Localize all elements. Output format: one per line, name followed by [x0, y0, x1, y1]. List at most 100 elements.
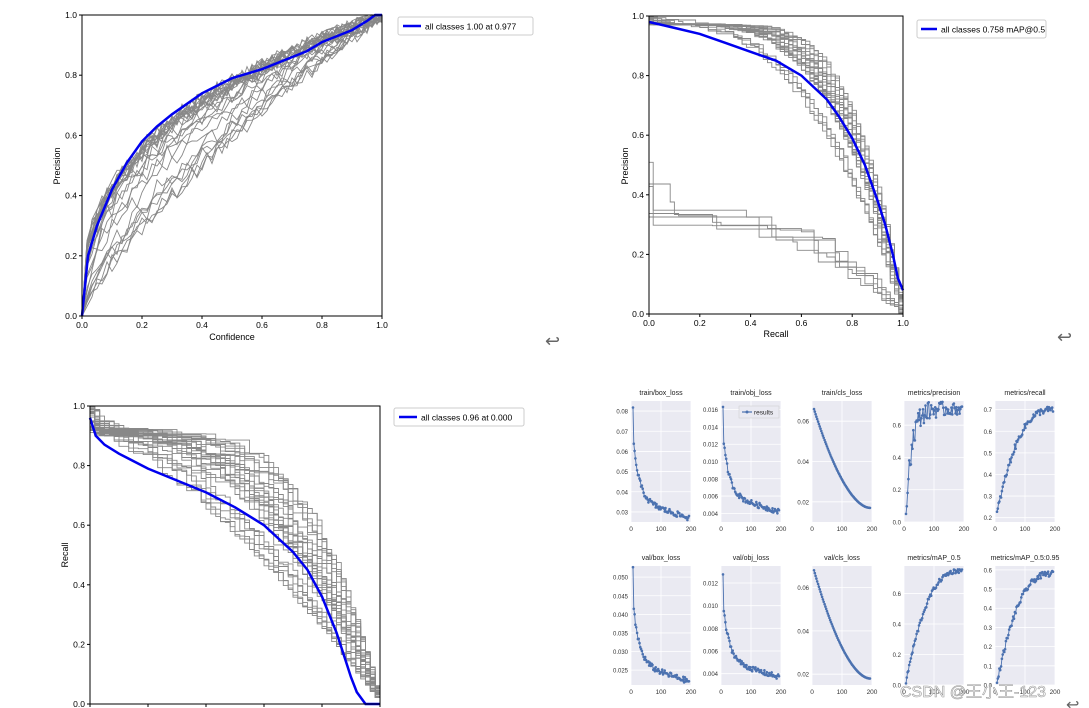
x-tick-label: 100	[929, 689, 940, 696]
y-tick-label: 0.4	[893, 622, 902, 628]
y-tick-label: 0.010	[703, 460, 719, 466]
all-classes-curve	[80, 13, 382, 317]
y-tick-label: 0.012	[703, 582, 719, 588]
watermark: CSDN @王小王-123	[900, 683, 1046, 701]
series-line	[722, 574, 780, 680]
class-curve	[649, 22, 904, 314]
results-panel: 0.004 0.006 0.008 0.010 0.012 0.014 0.016 0 100 2…	[703, 390, 787, 533]
class-curves	[90, 405, 381, 704]
panel-title: val/cls_loss	[824, 555, 860, 562]
plot-frame	[81, 14, 383, 317]
x-tick-label: 100	[746, 526, 757, 533]
class-curve	[81, 14, 383, 317]
y-axis-label: Precision	[52, 147, 62, 184]
x-axis-label: Recall	[763, 329, 788, 339]
y-tick-label: 0.04	[797, 629, 809, 635]
results-panel: 0.03 0.04 0.05 0.06 0.07 0.08 0 100 200 train/box…	[616, 390, 696, 533]
x-tick-label: 0.6	[795, 318, 807, 328]
y-tick-label: 0.050	[613, 576, 629, 582]
y-tick-label: 0.6	[893, 424, 902, 430]
y-tick-label: 0.035	[613, 631, 629, 637]
class-curve	[649, 183, 904, 314]
class-curve	[90, 409, 381, 704]
x-axis-label: Confidence	[209, 332, 255, 342]
y-tick-label: 0.8	[65, 70, 77, 80]
panel-title: metrics/mAP_0.5	[907, 555, 960, 562]
y-tick-label: 0.6	[632, 130, 644, 140]
x-tick-label: 1.0	[897, 318, 909, 328]
class-curve	[81, 14, 383, 317]
class-curve	[81, 14, 382, 317]
results-panel: 0.0 0.2 0.4 0.6 0 100 200 metrics/precision	[893, 390, 970, 533]
y-tick-label: 0.4	[65, 191, 77, 201]
class-curve	[81, 14, 382, 317]
precision-recall-chart: 0.0 0.2 0.4 0.6 0.8 1.0 0.0 0.2 0.4 0.6 0.8 1.0 Rec…	[620, 11, 1047, 339]
x-tick-label: 0	[810, 689, 814, 696]
y-tick-label: 0.010	[703, 604, 719, 610]
x-tick-label: 0.0	[76, 320, 88, 330]
y-tick-label: 1.0	[73, 401, 85, 411]
class-curve	[649, 16, 904, 314]
y-tick-label: 0.0	[632, 309, 644, 319]
y-tick-label: 0.006	[703, 650, 719, 656]
results-panel: 0.02 0.04 0.06 0 100 200 val/cls_loss	[797, 555, 877, 696]
x-tick-label: 0.4	[196, 320, 208, 330]
y-tick-label: 0.4	[73, 580, 85, 590]
y-tick-label: 0.1	[984, 664, 993, 670]
y-tick-label: 0.025	[613, 669, 629, 675]
x-tick-label: 100	[656, 689, 667, 696]
x-tick-label: 100	[837, 689, 848, 696]
y-tick-label: 0.5	[984, 451, 993, 457]
tick-labels: 0.0 0.2 0.4 0.6 0.8 1.0 0.0 0.2 0.4 0.6 0.8 1.0	[632, 11, 909, 328]
x-tick-label: 0	[902, 689, 906, 696]
x-tick-label: 200	[1050, 526, 1061, 533]
panel-title: metrics/mAP_0.5:0.95	[991, 555, 1060, 562]
series-line	[813, 570, 870, 679]
x-tick-label: 200	[776, 526, 787, 533]
x-tick-label: 100	[929, 526, 940, 533]
class-curve	[81, 16, 383, 317]
results-panel: 0.025 0.030 0.035 0.040 0.045 0.050 0 100 200 val…	[613, 555, 697, 696]
plot-frame	[89, 405, 381, 705]
y-tick-label: 0.045	[613, 594, 629, 600]
class-curve	[81, 14, 383, 317]
y-tick-label: 0.0	[73, 699, 85, 708]
class-curve	[81, 14, 383, 317]
y-tick-label: 1.0	[65, 10, 77, 20]
training-results-grid: 0.03 0.04 0.05 0.06 0.07 0.08 0 100 200 train/box…	[613, 390, 1061, 696]
y-tick-label: 0.3	[984, 495, 993, 501]
x-tick-label: 0	[629, 689, 633, 696]
x-tick-label: 0.6	[256, 320, 268, 330]
legend: results	[738, 405, 780, 419]
class-curve	[81, 14, 382, 317]
class-curve	[81, 14, 382, 317]
x-tick-label: 200	[867, 526, 878, 533]
class-curve	[81, 14, 383, 317]
plot-frame	[648, 15, 904, 315]
y-tick-label: 1.0	[632, 11, 644, 21]
y-tick-label: 0.05	[616, 470, 628, 476]
x-tick-label: 200	[686, 526, 697, 533]
y-tick-label: 0.04	[797, 460, 809, 466]
x-tick-label: 200	[686, 689, 697, 696]
x-tick-label: 1.0	[376, 320, 388, 330]
y-tick-label: 0.008	[703, 627, 719, 633]
class-curve	[81, 14, 383, 317]
y-tick-label: 0.2	[73, 639, 85, 649]
y-tick-label: 0.07	[616, 430, 628, 436]
panel-title: val/box_loss	[642, 555, 681, 562]
class-curve	[81, 14, 383, 317]
all-classes-curve	[648, 20, 905, 291]
y-tick-label: 0.016	[703, 408, 719, 414]
legend-label: all classes 1.00 at 0.977	[425, 22, 516, 32]
x-tick-label: 100	[837, 526, 848, 533]
y-tick-label: 0.6	[65, 130, 77, 140]
series-line	[996, 405, 1054, 512]
y-tick-label: 0.06	[797, 420, 809, 426]
y-axis-label: Precision	[620, 147, 630, 184]
x-tick-label: 0.2	[136, 320, 148, 330]
class-curve	[90, 413, 381, 704]
x-tick-label: 0.8	[846, 318, 858, 328]
series-line	[632, 407, 690, 522]
panel-title: train/obj_loss	[730, 390, 772, 397]
